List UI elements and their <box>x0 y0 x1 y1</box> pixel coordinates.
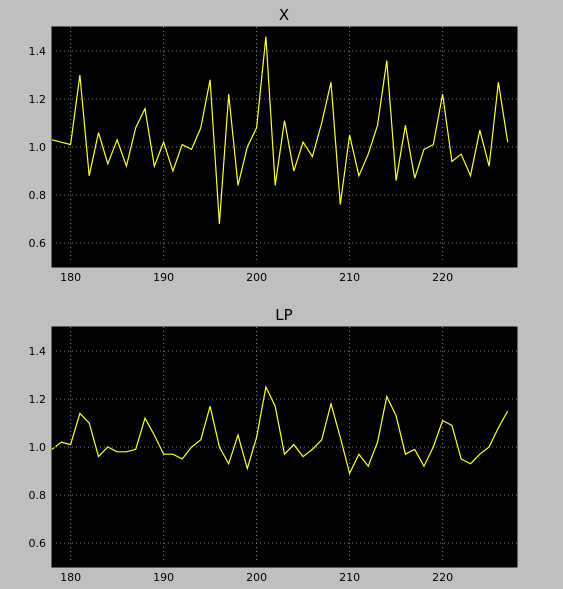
x-tick-label: 180 <box>60 271 81 284</box>
tick-labels: 180 190 200 210 220 0.6 0.8 1.0 1.2 1.4 <box>29 45 454 284</box>
x-tick-label: 210 <box>339 571 360 584</box>
chart-title: X <box>279 6 289 24</box>
x-tick-label: 210 <box>339 271 360 284</box>
chart-title: LP <box>275 306 292 324</box>
tick-labels: 180 190 200 210 220 0.6 0.8 1.0 1.2 1.4 <box>29 345 454 584</box>
chart-lp: LP 180 190 200 210 220 0.6 0.8 1.0 1.2 1.4 <box>29 306 518 584</box>
grid-lines <box>52 27 517 267</box>
grid-lines <box>52 327 517 567</box>
y-tick-label: 1.4 <box>29 45 47 58</box>
x-tick-label: 200 <box>246 571 267 584</box>
x-tick-label: 220 <box>432 571 453 584</box>
y-tick-label: 0.6 <box>29 237 47 250</box>
y-tick-label: 0.8 <box>29 489 47 502</box>
tick-marks <box>52 350 444 567</box>
y-tick-label: 1.2 <box>29 93 47 106</box>
chart-x: X 180 190 200 210 220 0.6 0.8 1.0 1.2 1.4 <box>29 6 518 284</box>
y-tick-label: 0.6 <box>29 537 47 550</box>
y-tick-label: 1.2 <box>29 393 47 406</box>
y-tick-label: 1.4 <box>29 345 47 358</box>
series-line <box>51 36 509 224</box>
x-tick-label: 200 <box>246 271 267 284</box>
y-tick-label: 1.0 <box>29 441 47 454</box>
tick-marks <box>52 50 444 267</box>
x-tick-label: 220 <box>432 271 453 284</box>
y-tick-label: 1.0 <box>29 141 47 154</box>
y-tick-label: 0.8 <box>29 189 47 202</box>
series-line <box>51 385 509 476</box>
x-tick-label: 180 <box>60 571 81 584</box>
x-tick-label: 190 <box>153 271 174 284</box>
x-tick-label: 190 <box>153 571 174 584</box>
